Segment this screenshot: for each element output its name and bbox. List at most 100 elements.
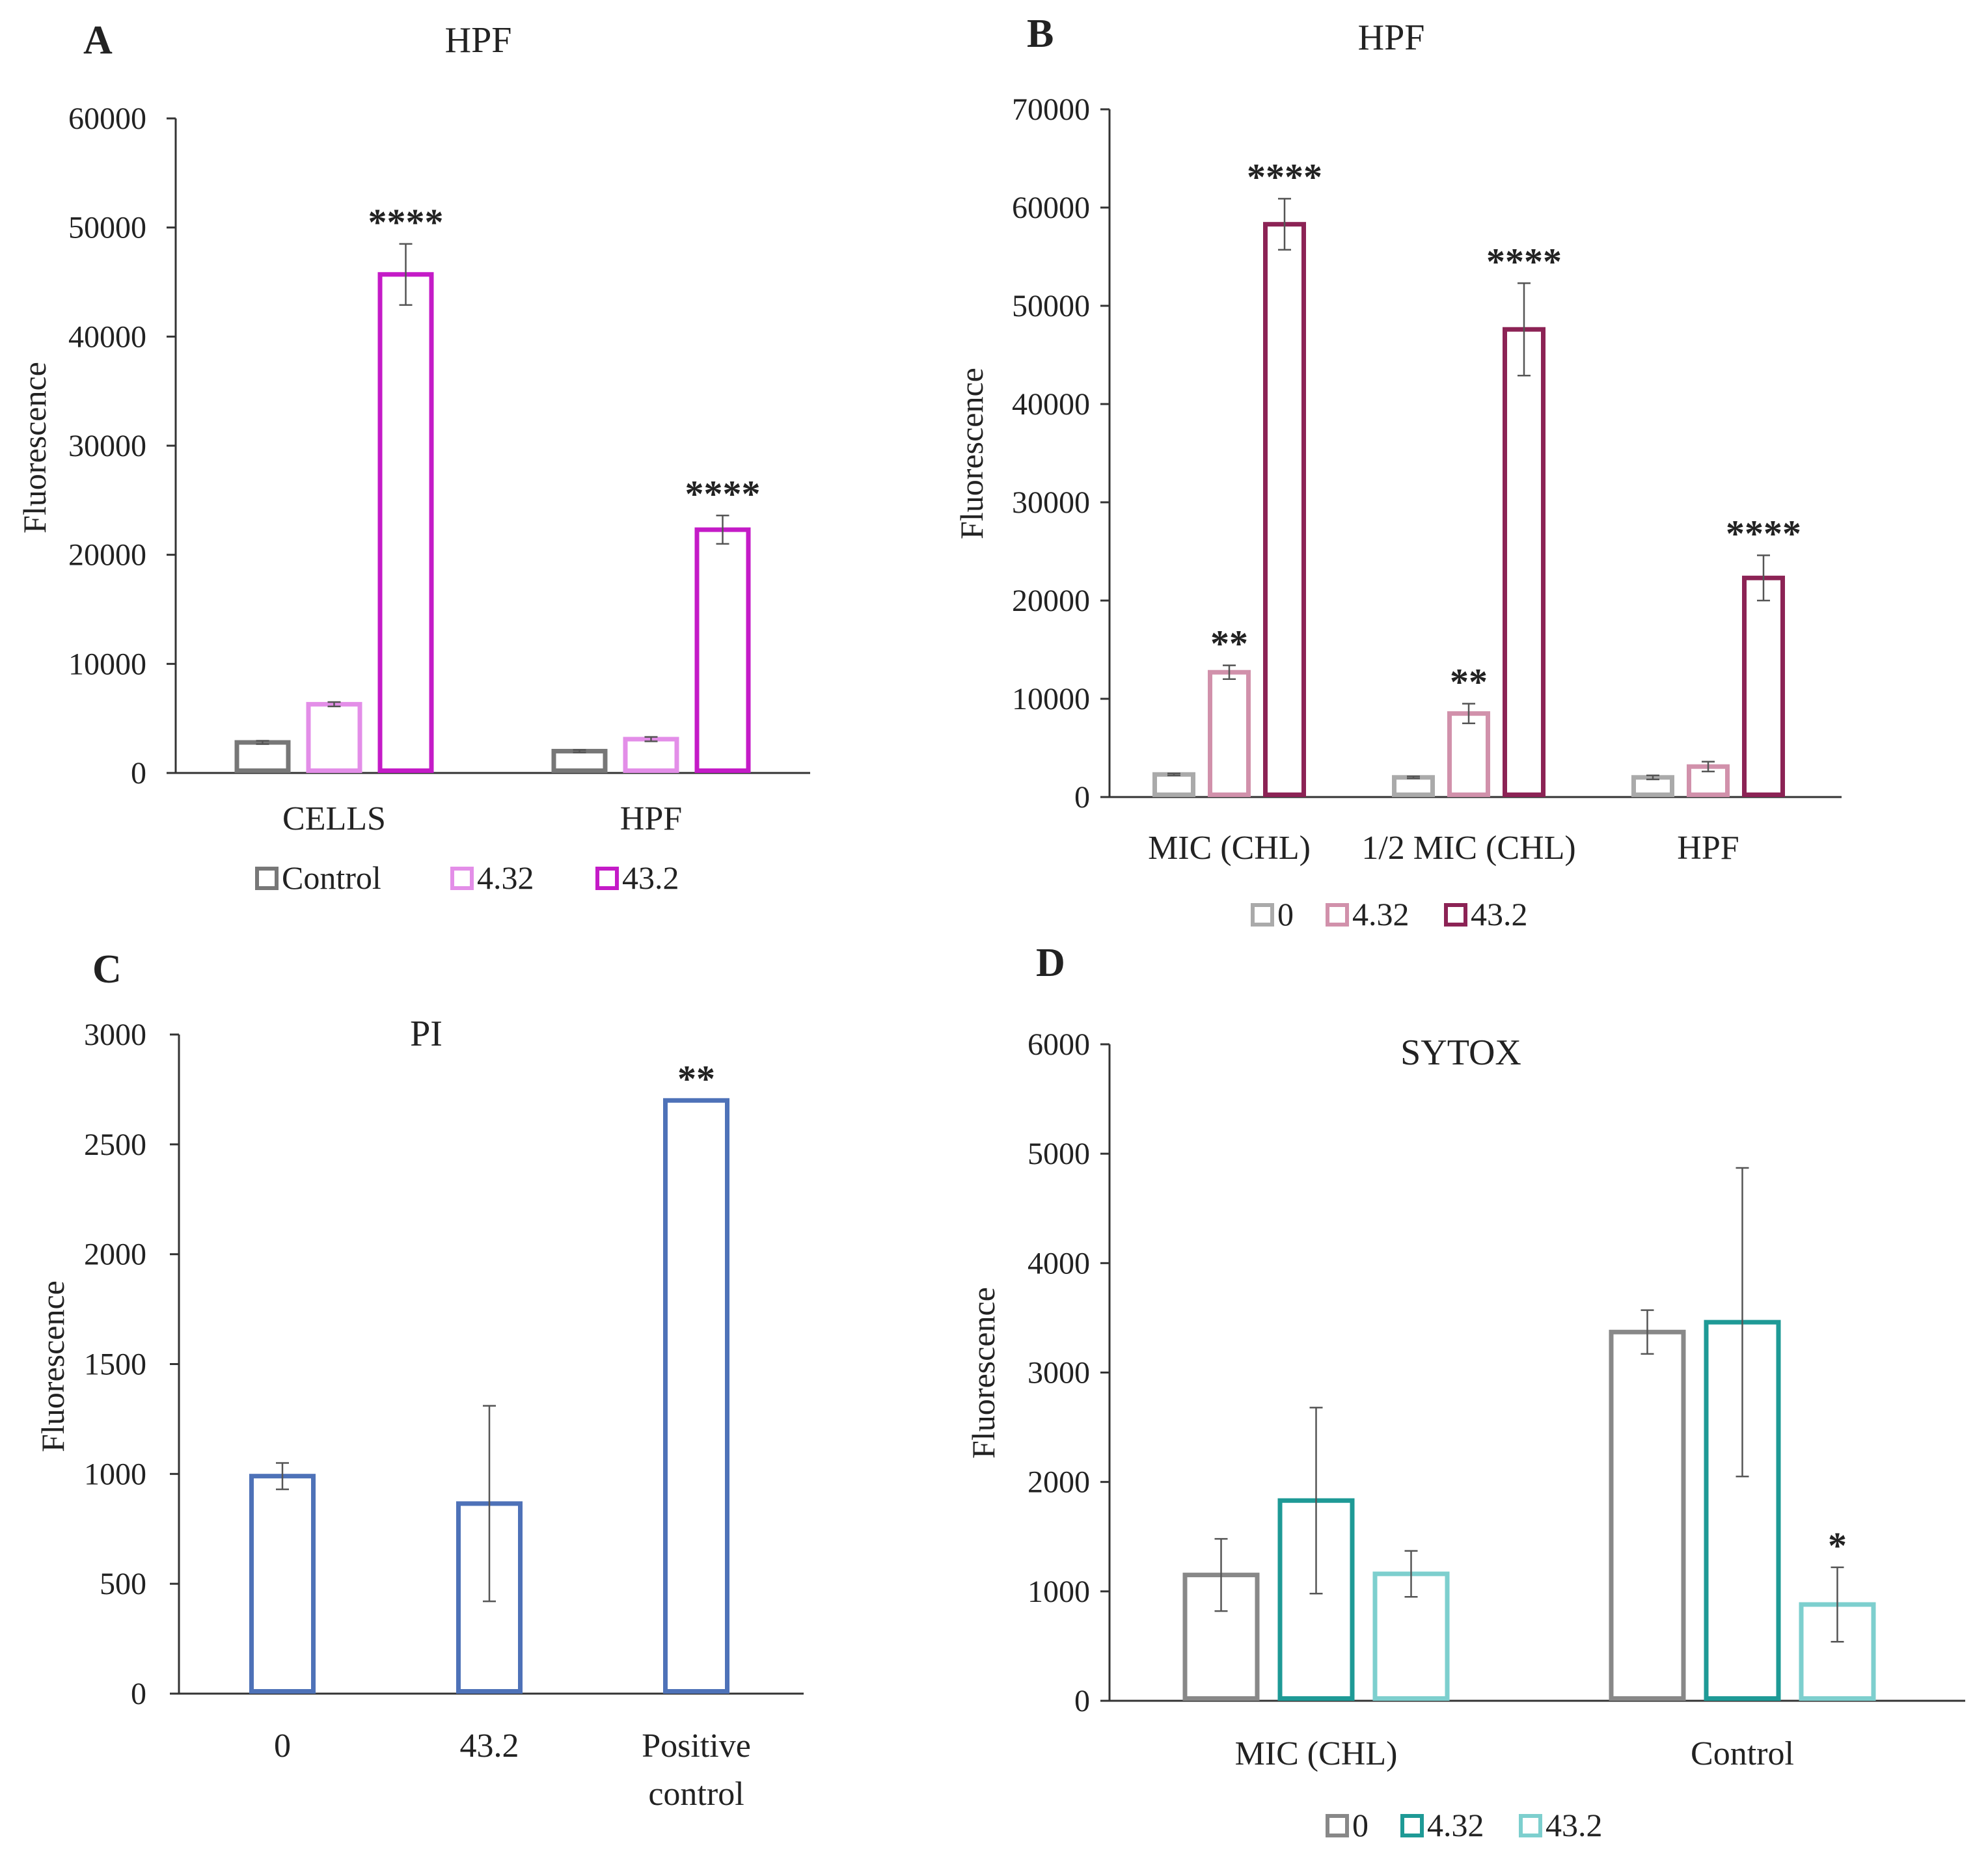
legend-label: 43.2 — [622, 860, 679, 896]
y-tick-label: 1000 — [84, 1457, 146, 1491]
bar — [1609, 1329, 1686, 1701]
x-category-label: Positive control — [642, 1727, 751, 1813]
legend-swatch — [1326, 1814, 1349, 1837]
bar — [1704, 1320, 1781, 1701]
legend-label: 0 — [1352, 1807, 1368, 1843]
panel-c-y-axis-label: Fluorescence — [34, 1280, 71, 1452]
panel-a-y-axis-label: Fluorescence — [16, 362, 53, 534]
panel-d-y-axis-label: Fluorescence — [965, 1287, 1001, 1459]
bar — [377, 272, 434, 774]
legend-swatch — [1326, 903, 1349, 927]
panel-c: C PI Fluorescence 0 500 1000 1500 2000 2500 30… — [34, 947, 804, 1813]
y-tick-label: 500 — [100, 1567, 146, 1601]
y-tick-label: 50000 — [1012, 289, 1090, 323]
y-tick-label: 1500 — [84, 1347, 146, 1382]
y-tick-label: 2000 — [84, 1238, 146, 1272]
bar — [551, 748, 608, 774]
panel-d: D SYTOX Fluorescence 0 1000 2000 3000 4000 50… — [965, 941, 1965, 1843]
significance-label: ** — [677, 1057, 715, 1100]
x-category-label: MIC (CHL) — [1148, 830, 1311, 867]
x-category-label: 0 — [274, 1727, 291, 1765]
bar — [623, 737, 679, 773]
y-tick-label: 50000 — [68, 211, 146, 245]
y-tick-label: 0 — [131, 1677, 146, 1711]
bar — [1152, 772, 1195, 798]
y-tick-label: 40000 — [1012, 387, 1090, 422]
y-tick-label: 1000 — [1028, 1575, 1090, 1609]
bar — [663, 1098, 729, 1694]
panel-b: B HPF Fluorescence 0 10000 20000 30000 40000… — [953, 12, 1842, 932]
x-category-label: MIC (CHL) — [1235, 1735, 1398, 1772]
legend-swatch — [1400, 1814, 1424, 1837]
bar — [1742, 575, 1785, 798]
bar — [234, 740, 291, 774]
y-tick-label: 3000 — [1028, 1356, 1090, 1390]
panel-c-label: C — [92, 947, 122, 992]
y-tick-label: 60000 — [1012, 191, 1090, 225]
legend-label: Control — [282, 860, 381, 896]
y-tick-label: 0 — [131, 756, 146, 791]
significance-label: **** — [1486, 240, 1562, 282]
y-tick-label: 0 — [1074, 780, 1090, 815]
y-tick-label: 4000 — [1028, 1246, 1090, 1280]
y-tick-label: 6000 — [1028, 1027, 1090, 1062]
x-category-label: 43.2 — [460, 1727, 519, 1765]
significance-label: **** — [685, 472, 761, 515]
legend-label: 4.32 — [1427, 1807, 1484, 1843]
panel-d-title: SYTOX — [1400, 1033, 1521, 1073]
y-tick-label: 30000 — [68, 429, 146, 463]
legend-label: 43.2 — [1471, 896, 1528, 932]
significance-label: ** — [1450, 661, 1488, 703]
bar — [1208, 670, 1251, 797]
significance-label: * — [1828, 1524, 1847, 1567]
panel-d-label: D — [1036, 941, 1065, 985]
legend-swatch — [450, 867, 474, 890]
x-category-label: CELLS — [282, 800, 386, 837]
panel-a-title: HPF — [445, 20, 512, 61]
panel-a-label: A — [83, 18, 113, 62]
bar — [1392, 775, 1435, 798]
legend-label: 43.2 — [1545, 1807, 1603, 1843]
legend-label: 4.32 — [1352, 896, 1409, 932]
y-tick-label: 2000 — [1028, 1465, 1090, 1500]
significance-label: ** — [1210, 623, 1248, 665]
panel-b-title: HPF — [1358, 18, 1425, 58]
panel-b-y-axis-label: Fluorescence — [953, 368, 990, 539]
legend-label: 4.32 — [477, 860, 534, 896]
y-tick-label: 20000 — [1012, 584, 1090, 618]
significance-label: **** — [368, 201, 444, 243]
significance-label: **** — [1247, 156, 1322, 198]
y-tick-label: 10000 — [1012, 682, 1090, 716]
significance-label: **** — [1726, 513, 1801, 555]
y-tick-label: 5000 — [1028, 1137, 1090, 1171]
legend-label: 0 — [1277, 896, 1294, 932]
bar — [1503, 327, 1545, 797]
panel-b-label: B — [1027, 12, 1054, 56]
y-tick-label: 0 — [1074, 1684, 1090, 1718]
panel-a: A HPF Fluorescence 0 10000 20000 30000 40000… — [16, 18, 810, 896]
x-category-label: 1/2 MIC (CHL) — [1361, 830, 1575, 867]
y-tick-label: 40000 — [68, 319, 146, 354]
legend-swatch — [255, 867, 279, 890]
bar — [306, 701, 362, 773]
x-category-label: HPF — [1677, 830, 1739, 867]
bar — [1447, 711, 1490, 798]
bar — [1263, 222, 1306, 798]
legend-swatch — [1519, 1814, 1542, 1837]
y-tick-label: 30000 — [1012, 485, 1090, 520]
legend-swatch — [1444, 903, 1467, 927]
x-category-label: Control — [1691, 1735, 1794, 1772]
panel-c-title: PI — [410, 1014, 443, 1054]
y-tick-label: 10000 — [68, 647, 146, 681]
bar — [249, 1474, 316, 1694]
bar — [694, 527, 751, 773]
y-tick-label: 60000 — [68, 102, 146, 136]
y-tick-label: 20000 — [68, 538, 146, 573]
y-tick-label: 70000 — [1012, 92, 1090, 127]
legend-swatch — [595, 867, 619, 890]
legend-swatch — [1251, 903, 1274, 927]
y-tick-label: 2500 — [84, 1128, 146, 1162]
x-category-label: HPF — [620, 800, 682, 837]
y-tick-label: 3000 — [84, 1018, 146, 1052]
